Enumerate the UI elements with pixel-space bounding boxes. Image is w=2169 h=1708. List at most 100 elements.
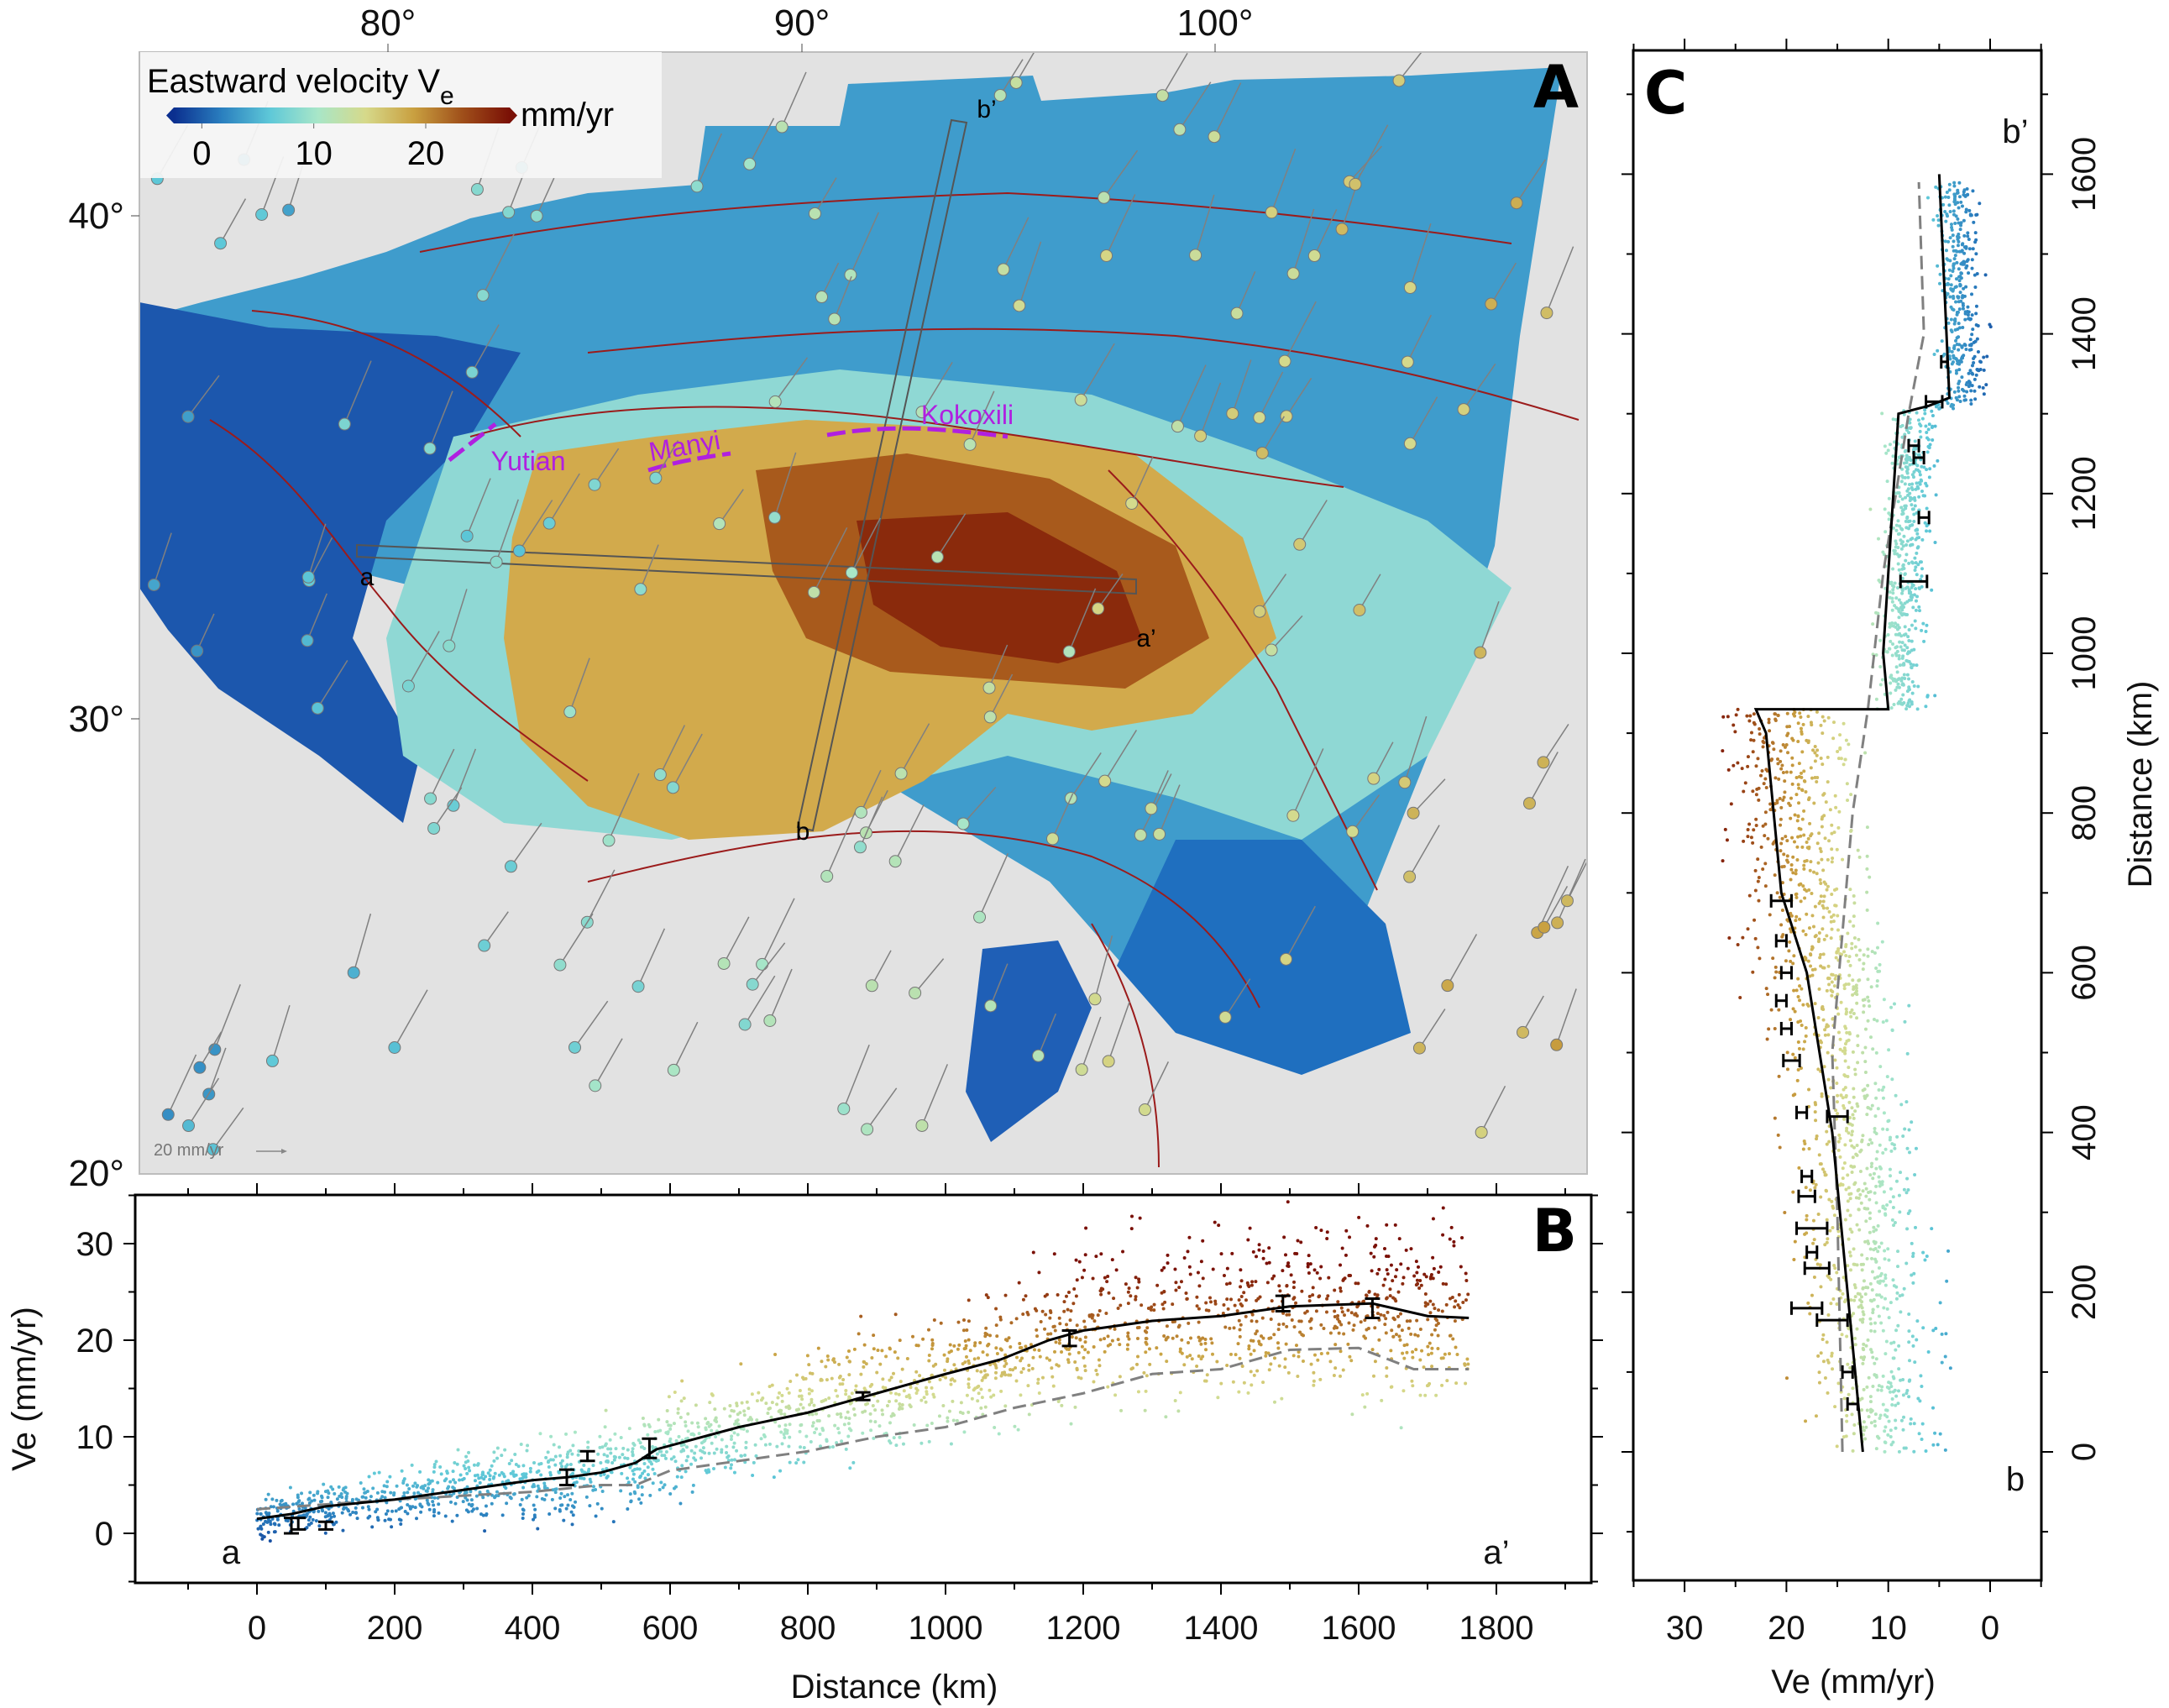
profile-aa-point [405, 1483, 409, 1487]
profile-bb-point [1763, 862, 1768, 866]
profile-bb-point [1821, 793, 1826, 797]
profile-bb-point [1877, 1384, 1881, 1388]
profile-bb-point [1821, 1338, 1825, 1342]
profile-aa-point [1230, 1251, 1234, 1255]
profile-aa-point [1337, 1331, 1341, 1335]
profile-bb-point [1936, 348, 1940, 353]
profile-bb-point [1896, 500, 1900, 504]
profile-bb-point [1822, 814, 1826, 818]
profile-aa-point [1270, 1299, 1274, 1303]
profile-bb-point [1775, 799, 1779, 803]
gps-site [589, 1038, 623, 1092]
profile-aa-point [787, 1391, 791, 1395]
profile-bb-point [1903, 432, 1907, 437]
gps-site [1088, 935, 1113, 1006]
profile-aa-point [465, 1498, 469, 1502]
profile-bb-point [1910, 1334, 1915, 1339]
profile-aa-point [1011, 1368, 1015, 1372]
profile-bb-point [1904, 1100, 1909, 1104]
profile-bb-point [1831, 720, 1836, 725]
profile-bb-point [1901, 563, 1905, 568]
profile-aa-point [766, 1412, 770, 1416]
profile-aa-point [1127, 1337, 1131, 1341]
profile-bb-point [1868, 1407, 1873, 1412]
profile-bb-point [1749, 836, 1753, 840]
profile-aa-point [1134, 1276, 1138, 1280]
profile-bb-point [1895, 1291, 1899, 1295]
profile-aa-point [728, 1414, 732, 1418]
profile-aa-point [646, 1433, 650, 1437]
profile-bb-point [1816, 1212, 1821, 1216]
profile-aa-point [916, 1344, 920, 1348]
profile-bb-point [1865, 854, 1869, 858]
profile-aa-point [1003, 1404, 1008, 1408]
profile-aa-point [296, 1500, 301, 1504]
profile-aa-point [707, 1470, 711, 1474]
profile-aa-point [600, 1445, 605, 1449]
profile-aa-point [889, 1375, 893, 1380]
profile-aa-point [778, 1424, 782, 1428]
profile-aa-point [1284, 1342, 1288, 1346]
gps-site [1134, 773, 1172, 841]
profile-bb-point [1855, 1327, 1859, 1331]
profile-aa-point [1391, 1334, 1396, 1339]
profile-bb-point [1789, 770, 1793, 774]
profile-bb-point [1797, 774, 1801, 778]
profile-bb-point [1897, 657, 1901, 661]
profile-bb-point [1847, 1038, 1851, 1042]
profile-aa-point [291, 1502, 296, 1506]
profile-bb-point [1821, 899, 1826, 904]
profile-aa-point [1280, 1396, 1284, 1401]
profile-aa-point [261, 1522, 265, 1526]
profile-aa-point [1365, 1328, 1369, 1332]
profile-aa-point [1444, 1302, 1449, 1307]
profile-bb-gps-point [1769, 893, 1793, 908]
profile-bb-point [1843, 1051, 1847, 1056]
profile-aa-point [1351, 1328, 1355, 1332]
profile-bb-point [1956, 361, 1960, 365]
profile-bb-point [1883, 507, 1887, 511]
profile-bb-point [1846, 1173, 1850, 1177]
profile-bb-point [1969, 398, 1973, 402]
profile-bb-point [1899, 479, 1904, 484]
profile-aa-point [887, 1400, 891, 1404]
profile-aa-point [1223, 1325, 1228, 1329]
profile-aa-point [594, 1514, 598, 1518]
profile-aa-point [949, 1349, 953, 1354]
profile-aa-point [455, 1513, 459, 1517]
profile-bb-point [1826, 780, 1830, 784]
profile-aa-point [1171, 1336, 1175, 1340]
profile-bb-point [1847, 982, 1851, 986]
profile-bb-gps-point [1805, 1245, 1819, 1260]
profile-bb-point [1895, 552, 1899, 556]
profile-bb-point [1841, 1183, 1845, 1187]
profile-aa-point [1053, 1349, 1057, 1354]
profile-aa-point [1217, 1223, 1221, 1228]
profile-aa-point [427, 1507, 432, 1512]
profile-aa-point [1124, 1282, 1128, 1286]
profile-aa-point [661, 1485, 665, 1490]
profile-bb-point [1747, 893, 1752, 898]
profile-aa-point [846, 1422, 851, 1426]
profile-bb-point [1894, 417, 1898, 422]
profile-bb-point [1957, 307, 1962, 312]
profile-bb-point [1891, 591, 1895, 595]
profile-bb-point [1915, 551, 1919, 555]
profile-aa-point [894, 1443, 899, 1448]
profile-bb-point [1848, 963, 1852, 967]
profile-bb-point [1847, 973, 1852, 977]
profile-bb-point [1747, 822, 1752, 826]
profile-aa-point [605, 1475, 609, 1480]
profile-bb-point [1804, 789, 1808, 794]
lat-label-40: 40° [68, 196, 124, 237]
profile-aa-point [1422, 1272, 1427, 1276]
profile-aa-point [1073, 1405, 1077, 1409]
profile-aa-point [1126, 1334, 1130, 1339]
profile-aa-point [516, 1464, 521, 1469]
profile-bb-point [1787, 949, 1791, 953]
profile-bb-point [1920, 574, 1924, 579]
profile-aa-point [550, 1497, 554, 1501]
profile-aa-point [539, 1473, 543, 1477]
profile-aa-point [1240, 1364, 1244, 1368]
profile-bb-point [1970, 313, 1974, 317]
